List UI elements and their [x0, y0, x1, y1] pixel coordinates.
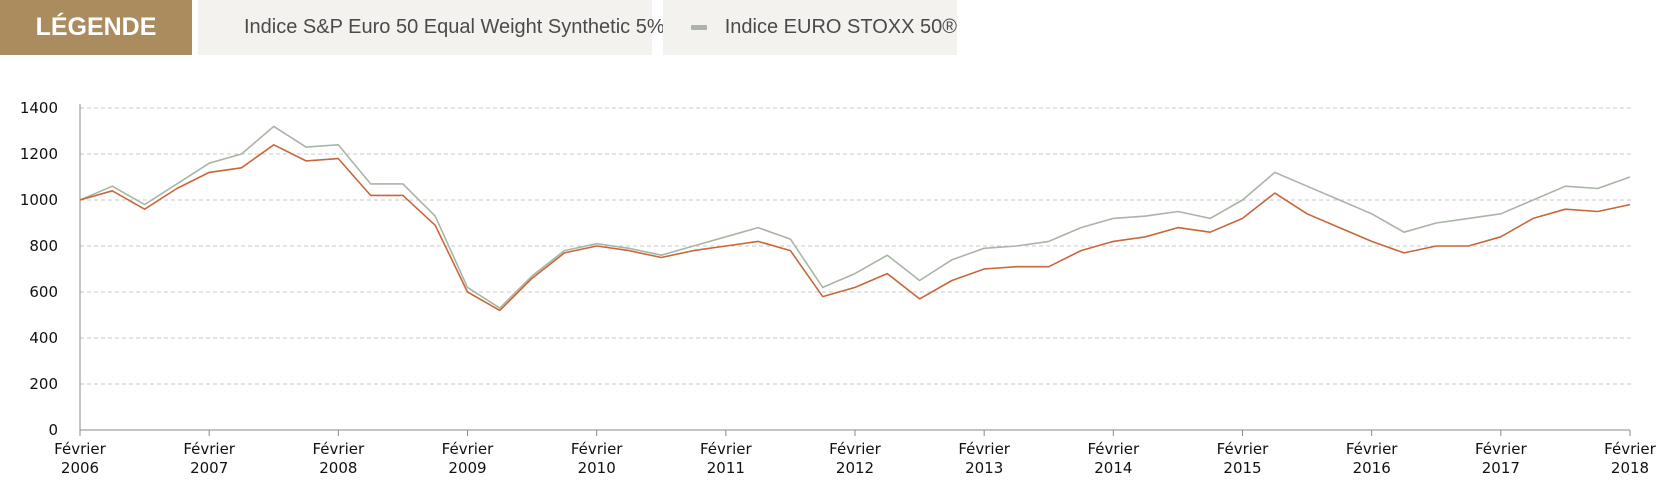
y-tick-label: 600 — [29, 283, 58, 301]
x-tick-label-month: Février — [183, 440, 235, 458]
x-tick-label-month: Février — [1604, 440, 1656, 458]
x-tick-label-year: 2013 — [965, 459, 1003, 477]
y-tick-label: 1200 — [20, 145, 58, 163]
legend-title: LÉGENDE — [0, 0, 192, 55]
x-tick-label-year: 2012 — [836, 459, 874, 477]
x-tick-label-month: Février — [700, 440, 752, 458]
x-tick-label-year: 2007 — [190, 459, 228, 477]
legend-swatch-eurostoxx50 — [691, 25, 707, 30]
x-tick-label-month: Février — [1088, 440, 1140, 458]
y-tick-label: 0 — [48, 421, 58, 439]
x-tick-label-month: Février — [571, 440, 623, 458]
x-tick-label-year: 2011 — [707, 459, 745, 477]
x-tick-label-year: 2016 — [1353, 459, 1391, 477]
x-tick-label-year: 2015 — [1223, 459, 1261, 477]
x-tick-label-year: 2006 — [61, 459, 99, 477]
line-chart: 0200400600800100012001400Février2006Févr… — [20, 99, 1657, 477]
series-line-eurostoxx50 — [79, 125, 1631, 309]
x-tick-label-month: Février — [442, 440, 494, 458]
legend-item-sp-euro50: Indice S&P Euro 50 Equal Weight Syntheti… — [198, 0, 665, 55]
x-tick-label-year: 2008 — [319, 459, 357, 477]
x-tick-label-month: Février — [1217, 440, 1269, 458]
legend-label-sp-euro50: Indice S&P Euro 50 Equal Weight Syntheti… — [244, 16, 665, 38]
legend-label-eurostoxx50: Indice EURO STOXX 50® — [724, 16, 957, 38]
x-tick-label-year: 2009 — [448, 459, 486, 477]
x-tick-label-month: Février — [958, 440, 1010, 458]
legend-item-eurostoxx50: Indice EURO STOXX 50® — [663, 0, 957, 55]
x-tick-label-month: Février — [1346, 440, 1398, 458]
y-tick-label: 400 — [29, 329, 58, 347]
series-line-sp-euro50 — [79, 144, 1631, 312]
x-tick-label-month: Février — [313, 440, 365, 458]
x-tick-label-month: Février — [1475, 440, 1527, 458]
x-tick-label-year: 2017 — [1482, 459, 1520, 477]
y-tick-label: 200 — [29, 375, 58, 393]
legend: LÉGENDE Indice S&P Euro 50 Equal Weight … — [0, 0, 1665, 55]
y-tick-label: 1400 — [20, 99, 58, 117]
y-tick-label: 800 — [29, 237, 58, 255]
x-tick-label-year: 2018 — [1611, 459, 1649, 477]
x-tick-label-month: Février — [54, 440, 106, 458]
x-tick-label-month: Février — [829, 440, 881, 458]
y-tick-label: 1000 — [20, 191, 58, 209]
x-tick-label-year: 2010 — [578, 459, 616, 477]
x-tick-label-year: 2014 — [1094, 459, 1132, 477]
